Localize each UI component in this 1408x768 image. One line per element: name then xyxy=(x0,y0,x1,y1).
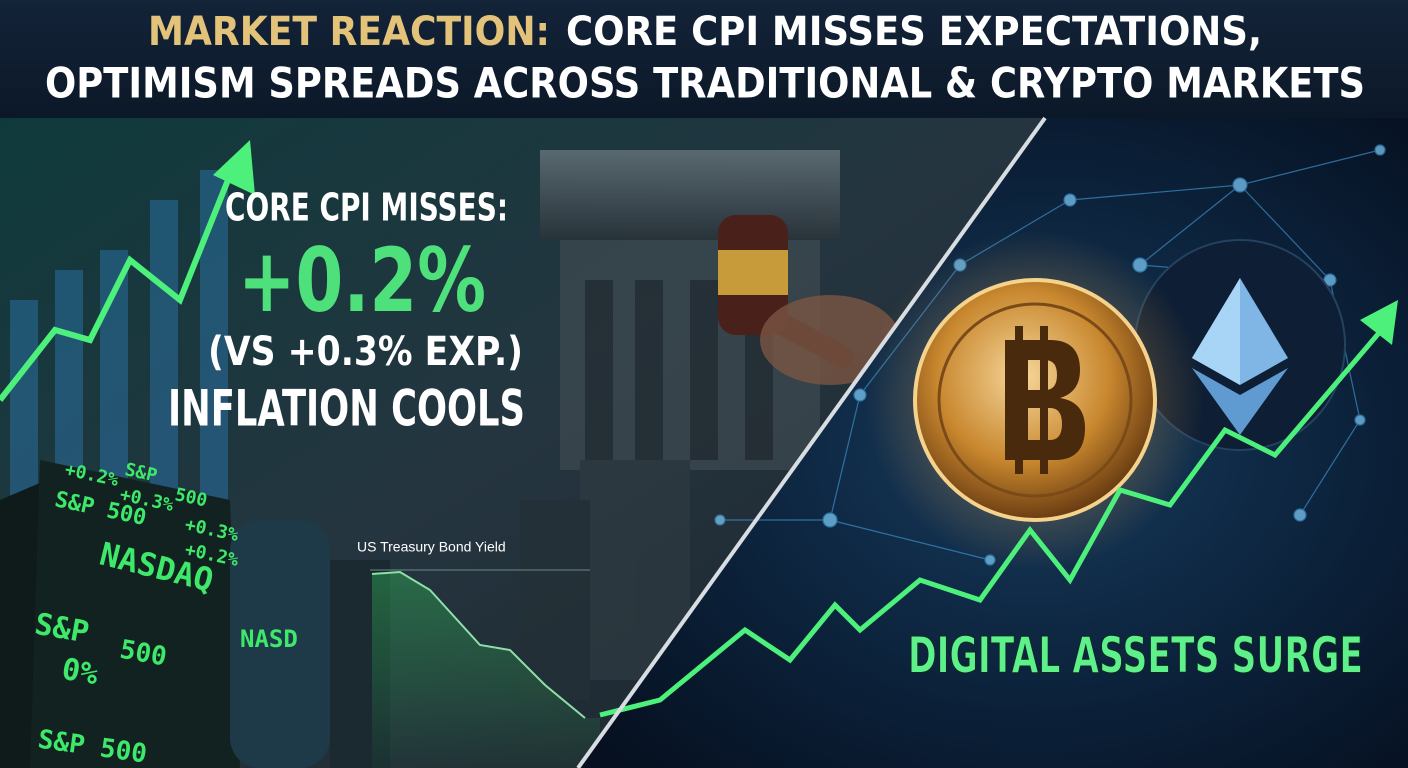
surge-line xyxy=(599,318,1392,718)
conclusion: INFLATION COOLS xyxy=(168,380,525,438)
yield-line xyxy=(371,570,586,719)
gavel xyxy=(718,215,900,385)
expected-value: (VS +0.3% EXP.) xyxy=(208,329,523,375)
divider xyxy=(576,116,1047,768)
title-highlight: MARKET REACTION: xyxy=(148,9,550,55)
surge-arrow-head xyxy=(1360,300,1398,345)
chart-label: US Treasury Bond Yield xyxy=(357,539,506,555)
headline: CORE CPI MISSES: xyxy=(225,186,508,230)
title: CORE CPI MISSES EXPECTATIONS, xyxy=(566,9,1262,55)
trend-arrow xyxy=(0,173,233,402)
ticker: 0% xyxy=(59,652,101,693)
caption: DIGITAL ASSETS SURGE xyxy=(908,627,1363,685)
yield-area xyxy=(372,572,600,768)
bitcoin xyxy=(913,278,1157,522)
ticker-board xyxy=(0,460,390,768)
arrow-head xyxy=(213,140,255,195)
building xyxy=(520,150,840,700)
header-bg xyxy=(0,0,1408,118)
bars xyxy=(10,170,228,500)
title-line-2: OPTIMISM SPREADS ACROSS TRADITIONAL & CR… xyxy=(45,59,1365,108)
actual-value: +0.2% xyxy=(238,229,486,332)
ticker: NASD xyxy=(240,625,298,653)
